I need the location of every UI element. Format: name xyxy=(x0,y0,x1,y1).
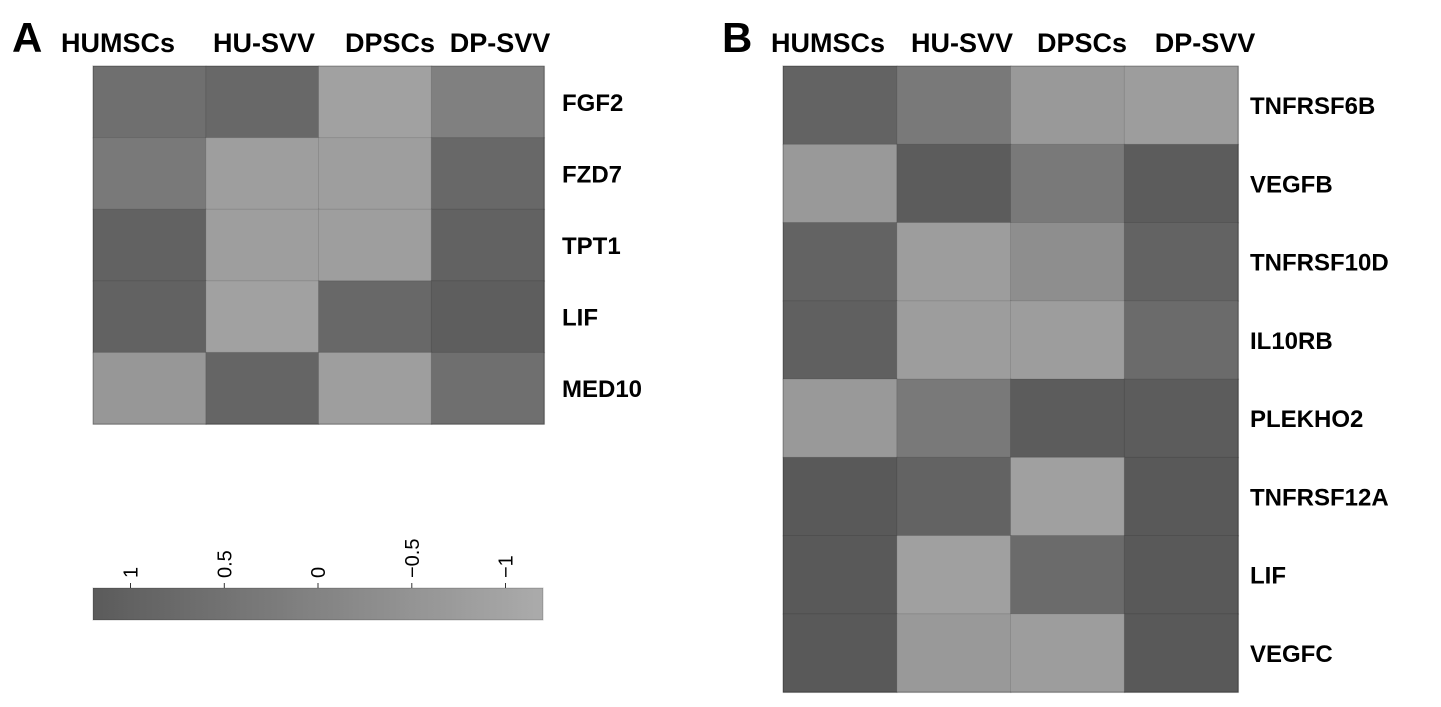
heatmap-cell xyxy=(782,65,898,146)
row-label: TNFRSF10D xyxy=(1250,250,1389,277)
heatmap-cell xyxy=(1010,378,1126,459)
heatmap-cell xyxy=(782,143,898,224)
panel-b-column-labels: HUMSCs HU-SVV DPSCs DP-SVV xyxy=(771,28,1255,58)
panel-a-row-labels: FGF2 FZD7 TPT1 LIF MED10 xyxy=(562,90,642,403)
column-label: HUMSCs xyxy=(771,28,885,58)
heatmap-cell xyxy=(205,137,320,211)
panel-b-letter: B xyxy=(722,14,752,61)
row-label: LIF xyxy=(1250,563,1286,590)
heatmap-cell xyxy=(205,280,320,354)
row-label: FZD7 xyxy=(562,161,622,188)
heatmap-cell xyxy=(430,137,546,211)
row-label: IL10RB xyxy=(1250,328,1333,355)
heatmap-cell xyxy=(92,208,207,282)
heatmap-cell xyxy=(896,222,1012,302)
row-label: FGF2 xyxy=(562,90,623,117)
heatmap-cell xyxy=(896,535,1012,615)
heatmap-cell xyxy=(1010,143,1126,224)
heatmap-cell xyxy=(1010,456,1126,537)
row-label: TPT1 xyxy=(562,233,621,260)
column-label: DPSCs xyxy=(1037,28,1127,58)
row-label: VEGFB xyxy=(1250,171,1333,198)
heatmap-cell xyxy=(1123,613,1240,694)
heatmap-cell xyxy=(92,351,207,425)
row-label: TNFRSF6B xyxy=(1250,93,1375,120)
heatmap-cell xyxy=(782,535,898,615)
heatmap-cell xyxy=(205,208,320,282)
row-label: MED10 xyxy=(562,376,642,403)
heatmap-cell xyxy=(1123,456,1240,537)
panel-a-column-labels: HUMSCs HU-SVV DPSCs DP-SVV xyxy=(61,28,550,58)
heatmap-cell xyxy=(1010,535,1126,615)
column-label: DPSCs xyxy=(345,28,435,58)
heatmap-cell xyxy=(1010,65,1126,146)
heatmap-cell xyxy=(782,378,898,459)
heatmap-cell xyxy=(1123,143,1240,224)
column-label: HU-SVV xyxy=(911,28,1013,58)
heatmap-cell xyxy=(1123,378,1240,459)
heatmap-frame xyxy=(92,65,545,425)
heatmap-cell xyxy=(318,137,433,211)
row-label: LIF xyxy=(562,305,598,332)
panel-b-row-labels: TNFRSF6B VEGFB TNFRSF10D IL10RB PLEKHO2 TNFRS… xyxy=(1250,93,1389,668)
heatmap-cell xyxy=(205,351,320,425)
heatmap-cell xyxy=(430,208,546,282)
panel-b: B HUMSCs HU-SVV DPSCs DP-SVV TNFRSF6BVEGFBT… xyxy=(722,14,1389,694)
panel-a-letter: A xyxy=(12,14,42,61)
heatmap-cell xyxy=(1010,222,1126,302)
heatmap-cell xyxy=(430,280,546,354)
heatmap-cell xyxy=(205,65,320,139)
colorbar-gradient xyxy=(92,587,544,621)
colorbar-tick-label: −0.5 xyxy=(402,539,424,578)
heatmap-cell xyxy=(896,143,1012,224)
heatmap-cell xyxy=(318,351,433,425)
heatmap-cell xyxy=(896,65,1012,146)
heatmap-cell xyxy=(1123,535,1240,615)
heatmap-cell xyxy=(430,65,546,139)
colorbar-tick-label: 0 xyxy=(308,567,330,578)
colorbar-tick-label: −1 xyxy=(496,555,518,578)
heatmap-cell xyxy=(782,456,898,537)
heatmap-cell xyxy=(1123,222,1240,302)
colorbar-tick-label: 0.5 xyxy=(214,550,236,578)
row-label: TNFRSF12A xyxy=(1250,484,1389,511)
column-label: HUMSCs xyxy=(61,28,175,58)
heatmap-cell xyxy=(1010,300,1126,381)
heatmap-cell xyxy=(92,137,207,211)
panel-a-colorbar: 1 0.5 0 −0.5 −1 xyxy=(92,539,544,621)
column-label: DP-SVV xyxy=(1155,28,1256,58)
heatmap-cell xyxy=(92,280,207,354)
heatmap-cell xyxy=(896,378,1012,459)
heatmap-cell xyxy=(1010,613,1126,694)
heatmap-cell xyxy=(318,280,433,354)
column-label: HU-SVV xyxy=(213,28,315,58)
row-label: VEGFC xyxy=(1250,641,1333,668)
column-label: DP-SVV xyxy=(450,28,551,58)
heatmap-cell xyxy=(1123,65,1240,146)
heatmap-cell xyxy=(782,222,898,302)
heatmap-cell xyxy=(896,613,1012,694)
panel-a: A HUMSCs HU-SVV DPSCs DP-SVV FGF2 FZD7 TPT1 LI… xyxy=(12,14,642,621)
panel-a-heatmap xyxy=(92,65,546,425)
heatmap-cell xyxy=(318,208,433,282)
colorbar-tick-label: 1 xyxy=(121,567,143,578)
heatmap-cell xyxy=(1123,300,1240,381)
heatmap-frame xyxy=(782,65,1239,693)
heatmap-cell xyxy=(896,300,1012,381)
heatmap-cell xyxy=(896,456,1012,537)
heatmap-cell xyxy=(318,65,433,139)
heatmap-cell xyxy=(782,613,898,694)
row-label: PLEKHO2 xyxy=(1250,406,1363,433)
heatmap-cell xyxy=(92,65,207,139)
heatmap-cell xyxy=(430,351,546,425)
heatmap-cell xyxy=(782,300,898,381)
panel-b-heatmap xyxy=(782,65,1240,694)
